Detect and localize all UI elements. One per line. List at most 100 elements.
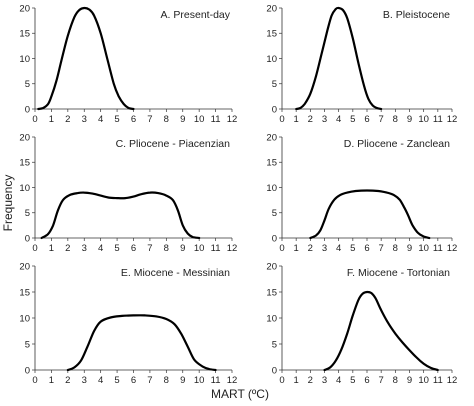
x-tick-label: 12: [227, 114, 238, 125]
x-tick-label: 8: [164, 375, 169, 386]
x-tick-label: 11: [433, 375, 443, 386]
x-tick-label: 3: [82, 114, 87, 125]
x-tick-label: 0: [279, 114, 284, 125]
panel-title-a: A. Present-day: [161, 9, 231, 21]
x-tick-label: 12: [447, 375, 458, 386]
x-tick-label: 12: [227, 243, 238, 254]
x-tick-label: 9: [180, 114, 185, 125]
x-tick-label: 11: [211, 243, 221, 254]
y-tick-label: 0: [272, 365, 277, 376]
x-tick-label: 1: [294, 243, 299, 254]
x-tick-label: 6: [364, 243, 369, 254]
x-tick-label: 10: [418, 243, 429, 254]
panel-title-d: D. Pliocene - Zanclean: [344, 138, 450, 150]
x-tick-label: 10: [418, 114, 429, 125]
y-tick-label: 20: [19, 132, 30, 143]
x-tick-label: 4: [336, 375, 341, 386]
x-tick-label: 3: [322, 375, 327, 386]
y-tick-label: 5: [272, 79, 277, 90]
x-tick-label: 5: [114, 375, 119, 386]
y-tick-label: 0: [272, 104, 277, 115]
x-tick-label: 7: [379, 375, 384, 386]
x-tick-label: 12: [227, 375, 238, 386]
x-tick-label: 1: [49, 375, 54, 386]
x-tick-label: 11: [433, 243, 443, 254]
y-tick-label: 5: [272, 208, 277, 219]
x-tick-label: 9: [180, 243, 185, 254]
y-tick-label: 0: [25, 365, 30, 376]
series-line-e: [66, 314, 217, 372]
x-tick-label: 1: [49, 243, 54, 254]
x-tick-label: 11: [211, 114, 221, 125]
x-tick-label: 11: [433, 114, 443, 125]
x-tick-label: 0: [279, 375, 284, 386]
x-tick-label: 1: [49, 114, 54, 125]
x-tick-label: 8: [164, 114, 169, 125]
y-tick-label: 5: [272, 339, 277, 350]
x-tick-label: 7: [147, 375, 152, 386]
x-tick-label: 4: [98, 114, 103, 125]
x-tick-label: 2: [65, 114, 70, 125]
x-tick-label: 5: [350, 375, 355, 386]
x-tick-label: 1: [294, 114, 299, 125]
x-tick-label: 6: [131, 375, 136, 386]
x-tick-label: 0: [32, 114, 37, 125]
series-line-c: [40, 191, 201, 240]
x-tick-label: 7: [147, 114, 152, 125]
x-tick-label: 8: [164, 243, 169, 254]
series-line-b: [295, 6, 383, 111]
y-tick-label: 10: [19, 313, 30, 324]
x-tick-label: 12: [447, 114, 458, 125]
x-tick-label: 9: [407, 375, 412, 386]
y-tick-label: 5: [25, 79, 30, 90]
x-tick-label: 8: [393, 114, 398, 125]
x-tick-label: 3: [322, 243, 327, 254]
panel-title-e: E. Miocene - Messinian: [121, 267, 230, 279]
y-tick-label: 10: [266, 54, 277, 65]
panel-title-b: B. Pleistocene: [383, 9, 450, 21]
y-tick-label: 10: [19, 183, 30, 194]
x-tick-label: 9: [407, 114, 412, 125]
y-tick-label: 10: [266, 313, 277, 324]
x-tick-label: 10: [194, 243, 205, 254]
x-tick-label: 4: [336, 243, 341, 254]
x-tick-label: 5: [350, 243, 355, 254]
x-tick-label: 5: [114, 114, 119, 125]
x-tick-label: 7: [379, 243, 384, 254]
series-line-f: [323, 290, 439, 372]
x-tick-label: 3: [322, 114, 327, 125]
y-tick-label: 15: [19, 287, 30, 298]
y-tick-label: 0: [25, 233, 30, 244]
x-tick-label: 2: [308, 114, 313, 125]
y-axis-title: Frequency: [1, 175, 15, 232]
y-tick-label: 5: [25, 339, 30, 350]
x-tick-label: 6: [364, 114, 369, 125]
x-tick-label: 9: [180, 375, 185, 386]
y-tick-label: 20: [19, 261, 30, 272]
y-tick-label: 20: [266, 132, 277, 143]
series-line-a: [37, 6, 135, 111]
x-tick-label: 6: [131, 114, 136, 125]
y-tick-label: 15: [19, 158, 30, 169]
x-tick-label: 8: [393, 243, 398, 254]
x-tick-label: 5: [114, 243, 119, 254]
x-tick-label: 2: [65, 243, 70, 254]
x-tick-label: 2: [308, 375, 313, 386]
x-tick-label: 4: [336, 114, 341, 125]
y-tick-label: 15: [19, 29, 30, 40]
y-tick-label: 20: [19, 3, 30, 14]
x-tick-label: 7: [147, 243, 152, 254]
x-axis-title: MART (ºC): [211, 387, 269, 401]
x-tick-label: 12: [447, 243, 458, 254]
x-tick-label: 11: [211, 375, 221, 386]
y-tick-label: 0: [272, 233, 277, 244]
y-tick-label: 15: [266, 287, 277, 298]
panel-title-f: F. Miocene - Tortonian: [347, 267, 450, 279]
